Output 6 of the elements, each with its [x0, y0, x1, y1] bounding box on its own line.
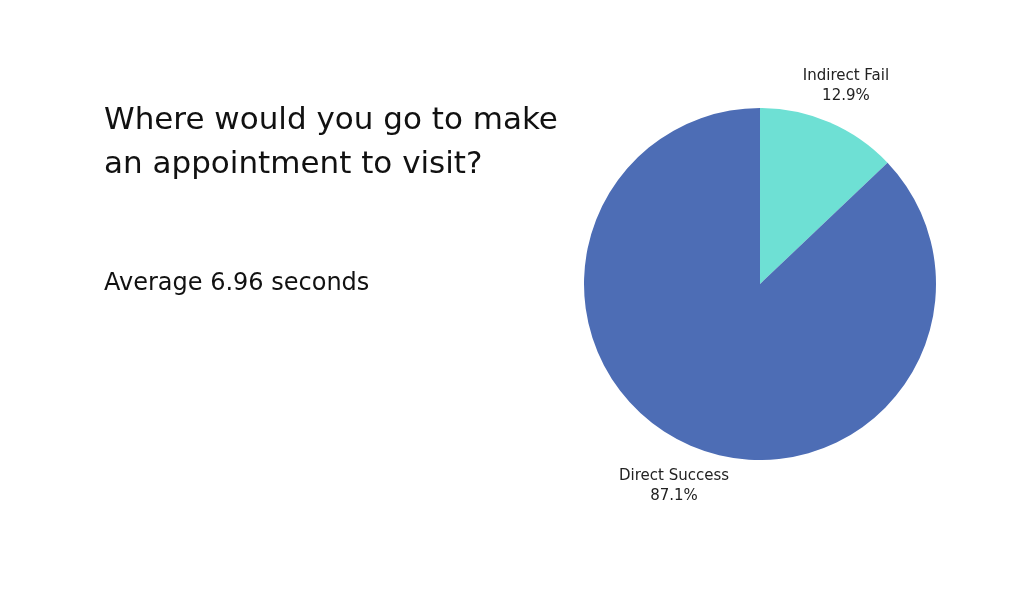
text: Where would you go to make an appointment to visit? [104, 99, 559, 182]
data-label: 87.1% [650, 486, 698, 505]
slice-label: Indirect Fail [802, 65, 890, 84]
text: Average 6.96 seconds [104, 268, 370, 296]
slice-label: Direct Success [619, 466, 730, 485]
data-label: 12.9% [822, 85, 870, 104]
